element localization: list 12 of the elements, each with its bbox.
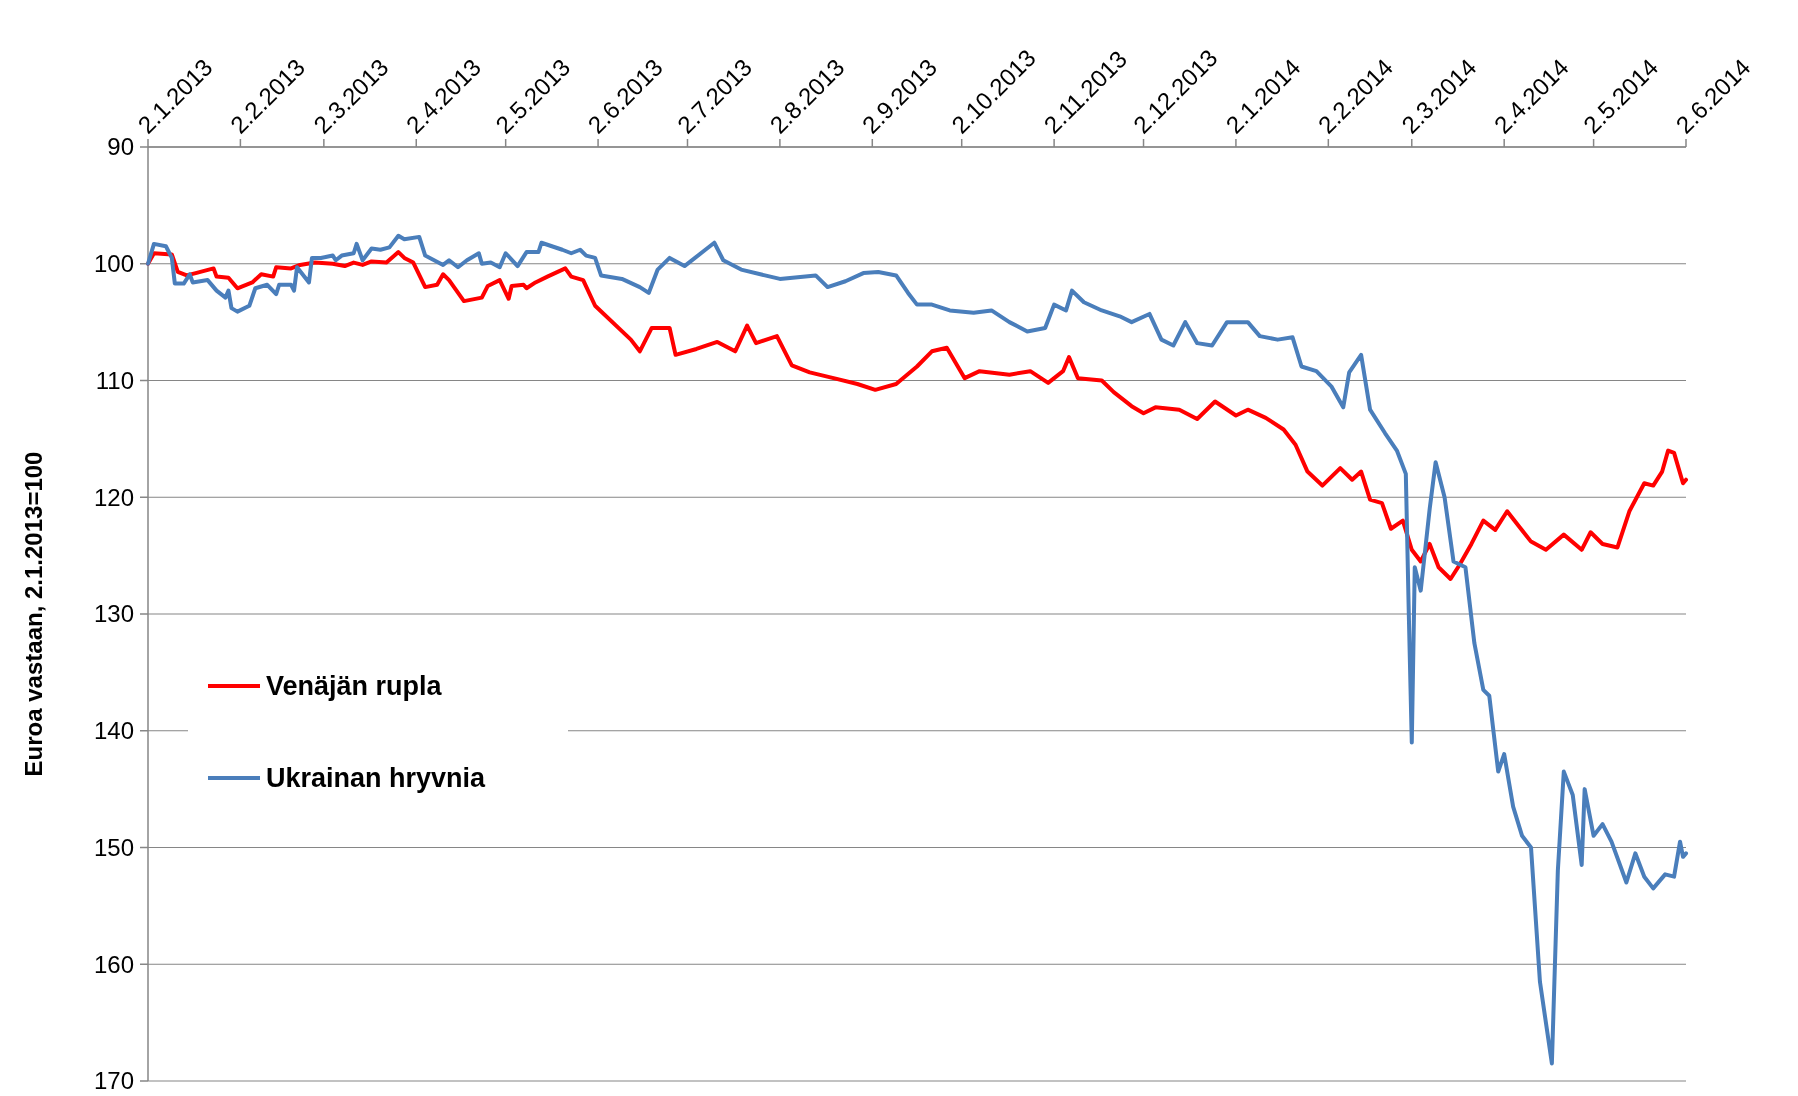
y-tick-label: 160 (93, 950, 134, 978)
y-axis-title: Euroa vastaan, 2.1.2013=100 (20, 451, 47, 777)
y-tick-label: 100 (93, 250, 134, 278)
y-tick-label: 90 (107, 133, 134, 161)
y-tick-label: 140 (93, 717, 134, 745)
legend-label: Ukrainan hryvnia (266, 763, 487, 794)
y-tick-label: 150 (93, 833, 134, 861)
y-tick-label: 170 (93, 1067, 134, 1095)
y-tick-label: 110 (95, 366, 134, 394)
legend-label: Venäjän rupla (266, 671, 443, 702)
y-tick-label: 120 (93, 483, 134, 511)
y-tick-label: 130 (93, 600, 134, 628)
